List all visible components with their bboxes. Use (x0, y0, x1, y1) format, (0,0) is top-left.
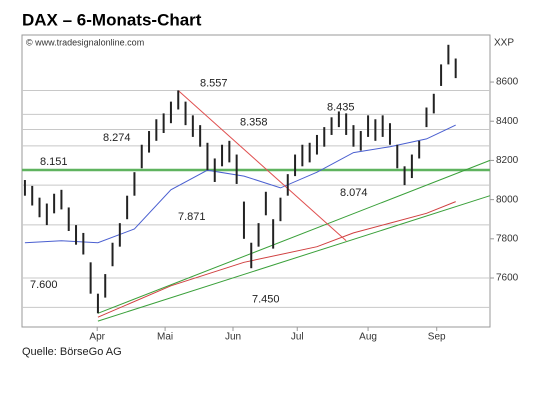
level-label: 7.450 (252, 293, 280, 305)
level-label: 8.151 (40, 156, 68, 168)
level-label: 8.274 (103, 132, 131, 144)
y-tick-label: 8600 (496, 77, 519, 88)
indicator-line (97, 159, 491, 314)
indicator-line (97, 201, 456, 318)
y-tick-label: 7800 (496, 233, 519, 244)
x-tick-label: Sep (428, 332, 446, 343)
y-tick-label: 8000 (496, 194, 519, 205)
indicator-line (97, 195, 491, 322)
x-tick-label: Mai (157, 332, 173, 343)
level-label: 8.557 (200, 77, 228, 89)
level-label: 8.435 (327, 101, 355, 113)
level-label: 8.074 (340, 187, 368, 199)
axis-unit: XXP (494, 38, 514, 49)
x-tick-label: Jun (225, 332, 241, 343)
x-tick-label: Jul (291, 332, 304, 343)
indicator-line (24, 124, 456, 244)
plot-frame (21, 34, 491, 328)
y-tick-label: 8400 (496, 116, 519, 127)
source: Quelle: BörseGo AG (22, 346, 122, 358)
y-tick-label: 7600 (496, 273, 519, 284)
watermark: © www.tradesignalonline.com (26, 37, 144, 47)
x-tick-label: Aug (359, 332, 377, 343)
level-label: 7.871 (178, 211, 206, 223)
chart-title: DAX – 6-Monats-Chart (22, 10, 202, 29)
level-label: 8.358 (240, 116, 268, 128)
level-label: 7.600 (30, 279, 58, 291)
x-tick-label: Apr (89, 332, 105, 343)
y-tick-label: 8200 (496, 155, 519, 166)
indicator-line (177, 90, 347, 242)
